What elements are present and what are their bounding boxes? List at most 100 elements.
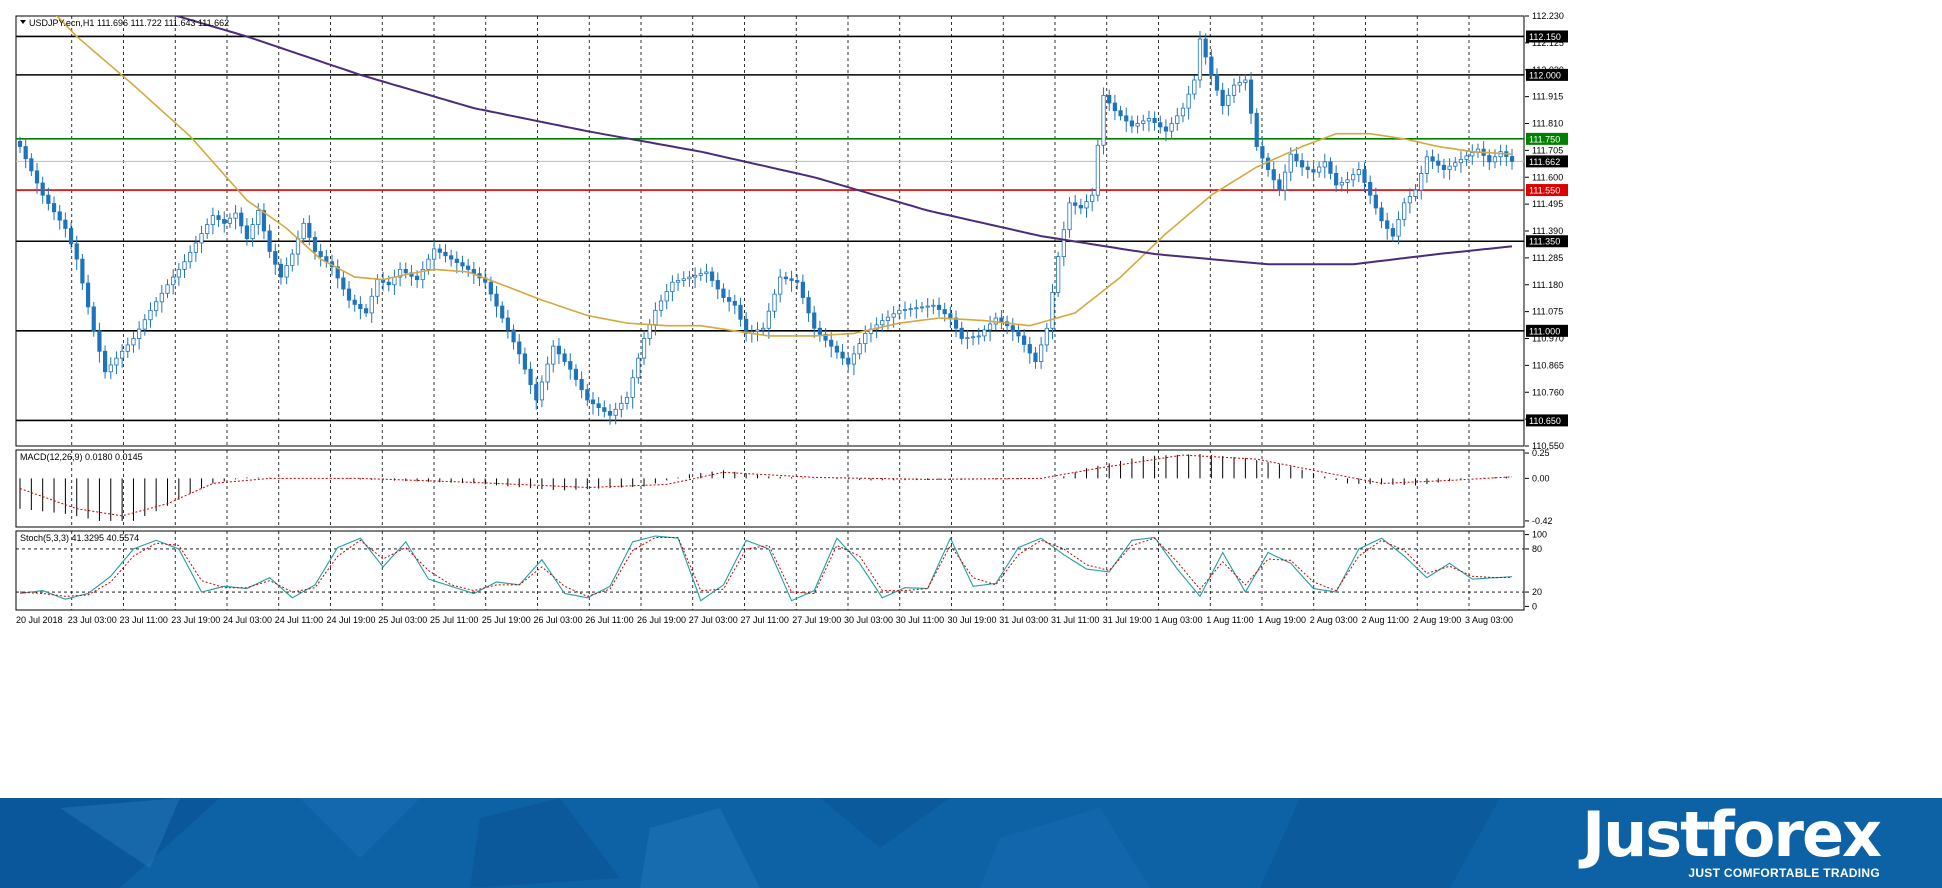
candle-body — [1379, 207, 1384, 222]
candle-body — [619, 402, 624, 410]
candle-body — [1368, 181, 1373, 196]
x-tick-label: 30 Jul 03:00 — [844, 615, 893, 625]
candle-body — [222, 219, 227, 224]
moving-average-slow — [173, 16, 1513, 266]
candle-body — [607, 411, 613, 416]
candle-body — [250, 224, 255, 240]
candle-body — [658, 300, 664, 311]
stoch-tick-label: 100 — [1532, 530, 1547, 540]
candle-body — [1413, 189, 1418, 197]
candle-body — [919, 306, 925, 309]
candle-body — [34, 170, 40, 184]
candle-body — [1101, 94, 1106, 146]
candle-body — [1044, 327, 1049, 346]
x-tick-label: 24 Jul 19:00 — [327, 615, 376, 625]
candle-body — [137, 328, 142, 339]
candle-body — [727, 297, 732, 302]
candle-body — [987, 323, 993, 331]
candle-body — [494, 293, 499, 307]
candle-body — [312, 236, 318, 252]
candle-body — [539, 381, 545, 401]
x-tick-label: 24 Jul 11:00 — [275, 615, 323, 625]
stoch-main-line — [19, 535, 1513, 602]
y-tick-label: 110.865 — [1532, 360, 1564, 370]
price-level-label: 111.350 — [1529, 237, 1560, 247]
candle-body — [1322, 161, 1327, 168]
candle-body — [851, 353, 857, 365]
candle-body — [454, 258, 459, 263]
price-chart[interactable]: 20 Jul 2018 23 Jul 03:00 23 Jul 11:00 23 Ju… — [0, 0, 1942, 798]
candle-body — [91, 306, 96, 332]
x-tick-label: 31 Jul 03:00 — [999, 615, 1048, 625]
candle-body — [999, 317, 1004, 323]
macd-signal-line — [19, 454, 1513, 517]
candle-body — [766, 310, 771, 329]
y-tick-label: 111.285 — [1532, 253, 1563, 263]
candle-body — [148, 309, 153, 321]
candle-body — [1334, 173, 1339, 186]
price-level-label: 111.750 — [1529, 134, 1560, 144]
candle-body — [17, 141, 23, 147]
candle-body — [1226, 94, 1231, 106]
x-tick-label: 30 Jul 19:00 — [948, 615, 997, 625]
candle-body — [426, 258, 431, 270]
candle-body — [1458, 158, 1464, 164]
candle-body — [1441, 164, 1447, 170]
candle-body — [982, 329, 987, 337]
candle-body — [1424, 156, 1430, 174]
moving-average-fast — [55, 16, 1513, 337]
candle-body — [1254, 112, 1259, 147]
candle-body — [624, 396, 630, 404]
candle-body — [1141, 120, 1146, 124]
candle-body — [466, 265, 471, 270]
candle-body — [806, 297, 811, 314]
x-tick-label: 20 Jul 2018 — [16, 615, 63, 625]
y-tick-label: 110.550 — [1532, 441, 1564, 451]
candle-body — [1152, 117, 1157, 124]
candle-body — [562, 353, 567, 362]
y-tick-label: 111.600 — [1532, 172, 1563, 182]
candle-body — [772, 293, 777, 312]
candle-body — [1124, 115, 1129, 122]
candle-body — [1305, 166, 1310, 170]
macd-panel-title: MACD(12,26,9) 0.0180 0.0145 — [20, 452, 143, 462]
y-tick-label: 111.180 — [1532, 280, 1563, 290]
macd-tick-label: 0.00 — [1532, 473, 1550, 483]
candle-body — [449, 255, 454, 260]
y-tick-label: 112.125 — [1532, 38, 1564, 48]
candle-body — [182, 261, 187, 270]
candle-body — [795, 280, 800, 283]
candle-body — [358, 303, 363, 310]
candle-body — [573, 368, 579, 380]
x-tick-label: 2 Aug 11:00 — [1362, 615, 1409, 625]
candle-body — [1016, 330, 1021, 337]
candle-body — [80, 258, 85, 284]
candle-body — [1050, 292, 1055, 329]
candle-body — [239, 212, 244, 227]
candle-body — [40, 182, 45, 196]
candle-body — [761, 327, 766, 331]
candle-body — [1039, 344, 1044, 362]
candle-body — [273, 251, 278, 265]
brand-footer: Justforex JUST COMFORTABLE TRADING — [0, 798, 1942, 888]
candle-body — [590, 399, 596, 405]
candle-body — [789, 278, 794, 281]
candle-body — [1197, 38, 1203, 81]
candle-body — [1390, 228, 1395, 237]
candle-body — [965, 337, 970, 340]
candle-body — [1214, 74, 1220, 91]
candle-body — [1163, 126, 1169, 132]
candle-body — [738, 304, 743, 320]
x-tick-label: 23 Jul 03:00 — [68, 615, 117, 625]
candle-body — [1356, 169, 1361, 176]
candle-body — [698, 273, 703, 276]
candle-body — [959, 327, 964, 339]
candle-body — [1487, 155, 1492, 163]
candle-body — [653, 309, 658, 325]
candle-body — [721, 288, 726, 298]
candle-body — [664, 291, 669, 302]
candle-body — [1090, 194, 1095, 202]
candle-body — [1027, 344, 1032, 354]
candle-body — [68, 228, 74, 245]
candle-body — [800, 281, 805, 298]
